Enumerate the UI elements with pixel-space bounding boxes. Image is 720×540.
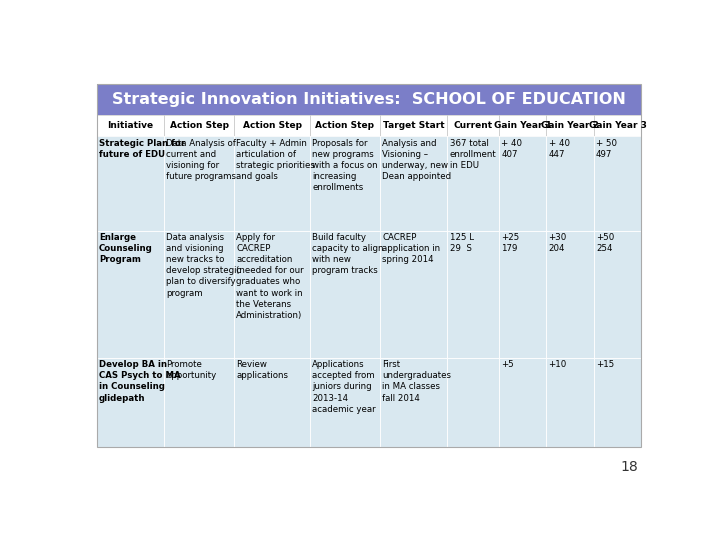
Bar xyxy=(447,231,499,358)
Text: +30
204: +30 204 xyxy=(549,233,567,253)
Bar xyxy=(594,231,642,358)
Text: Gain Year 3: Gain Year 3 xyxy=(589,121,647,130)
Bar xyxy=(380,231,447,358)
Text: Initiative: Initiative xyxy=(107,121,153,130)
Bar xyxy=(96,231,164,358)
Text: Current: Current xyxy=(454,121,492,130)
Text: First
undergraduates
in MA classes
fall 2014: First undergraduates in MA classes fall … xyxy=(382,360,451,403)
Bar xyxy=(164,114,234,136)
Text: Faculty + Admin
articulation of
strategic priorities
and goals: Faculty + Admin articulation of strategi… xyxy=(236,139,315,181)
Bar xyxy=(447,136,499,231)
Text: +5: +5 xyxy=(501,360,514,369)
Bar xyxy=(164,358,234,447)
Bar xyxy=(96,114,642,136)
Text: Develop BA in
CAS Psych to MA
in Counseling
glidepath: Develop BA in CAS Psych to MA in Counsel… xyxy=(99,360,181,403)
Text: Data Analysis of
current and
visioning for
future programs: Data Analysis of current and visioning f… xyxy=(166,139,236,181)
Bar xyxy=(447,114,499,136)
Text: Applications
accepted from
juniors during
2013-14
academic year: Applications accepted from juniors durin… xyxy=(312,360,376,414)
Text: Build faculty
capacity to align
with new
program tracks: Build faculty capacity to align with new… xyxy=(312,233,384,275)
Bar xyxy=(234,114,310,136)
Bar xyxy=(310,114,380,136)
Bar xyxy=(96,84,642,447)
Bar xyxy=(499,358,546,447)
Text: Enlarge
Counseling
Program: Enlarge Counseling Program xyxy=(99,233,153,264)
Bar xyxy=(594,114,642,136)
Text: Proposals for
new programs
with a focus on
increasing
enrollments: Proposals for new programs with a focus … xyxy=(312,139,378,192)
Text: CACREP
application in
spring 2014: CACREP application in spring 2014 xyxy=(382,233,440,264)
Bar xyxy=(234,136,310,231)
Text: +25
179: +25 179 xyxy=(501,233,519,253)
Text: + 50
497: + 50 497 xyxy=(596,139,617,159)
Bar xyxy=(499,114,546,136)
Bar xyxy=(380,358,447,447)
Text: Action Step: Action Step xyxy=(315,121,374,130)
Bar xyxy=(96,358,164,447)
Text: +50
254: +50 254 xyxy=(596,233,614,253)
Bar xyxy=(96,136,164,231)
Bar xyxy=(234,358,310,447)
Text: Promote
opportunity: Promote opportunity xyxy=(166,360,217,380)
Bar xyxy=(310,136,380,231)
Bar xyxy=(96,84,642,114)
Bar xyxy=(499,136,546,231)
Text: Action Step: Action Step xyxy=(243,121,302,130)
Bar xyxy=(594,136,642,231)
Bar xyxy=(546,358,594,447)
Bar xyxy=(164,136,234,231)
Bar xyxy=(447,358,499,447)
Text: +15: +15 xyxy=(596,360,614,369)
Bar xyxy=(310,231,380,358)
Bar xyxy=(96,114,164,136)
Bar xyxy=(546,136,594,231)
Text: 18: 18 xyxy=(621,461,639,474)
Text: Gain Year 1: Gain Year 1 xyxy=(494,121,552,130)
Text: Analysis and
Visioning –
underway, new
Dean appointed: Analysis and Visioning – underway, new D… xyxy=(382,139,451,181)
Text: Apply for
CACREP
accreditation
(needed for our
graduates who
want to work in
the: Apply for CACREP accreditation (needed f… xyxy=(236,233,304,320)
Bar xyxy=(594,358,642,447)
Text: 125 L
29  S: 125 L 29 S xyxy=(449,233,474,253)
Text: Review
applications: Review applications xyxy=(236,360,288,380)
Bar xyxy=(380,136,447,231)
Text: + 40
447: + 40 447 xyxy=(549,139,570,159)
Bar xyxy=(234,231,310,358)
Text: Action Step: Action Step xyxy=(170,121,228,130)
Text: Strategic Plan for
future of EDU: Strategic Plan for future of EDU xyxy=(99,139,185,159)
Bar xyxy=(310,358,380,447)
Text: + 40
407: + 40 407 xyxy=(501,139,522,159)
Text: Target Start: Target Start xyxy=(383,121,444,130)
Text: 367 total
enrollment
in EDU: 367 total enrollment in EDU xyxy=(449,139,496,170)
Bar xyxy=(499,231,546,358)
Bar xyxy=(164,231,234,358)
Text: Data analysis
and visioning
new tracks to
develop strategic
plan to diversify
pr: Data analysis and visioning new tracks t… xyxy=(166,233,242,298)
Bar xyxy=(546,231,594,358)
Bar xyxy=(546,114,594,136)
Text: +10: +10 xyxy=(549,360,567,369)
Text: Strategic Innovation Initiatives:  SCHOOL OF EDUCATION: Strategic Innovation Initiatives: SCHOOL… xyxy=(112,92,626,106)
Text: Gain Year 2: Gain Year 2 xyxy=(541,121,599,130)
Bar xyxy=(380,114,447,136)
